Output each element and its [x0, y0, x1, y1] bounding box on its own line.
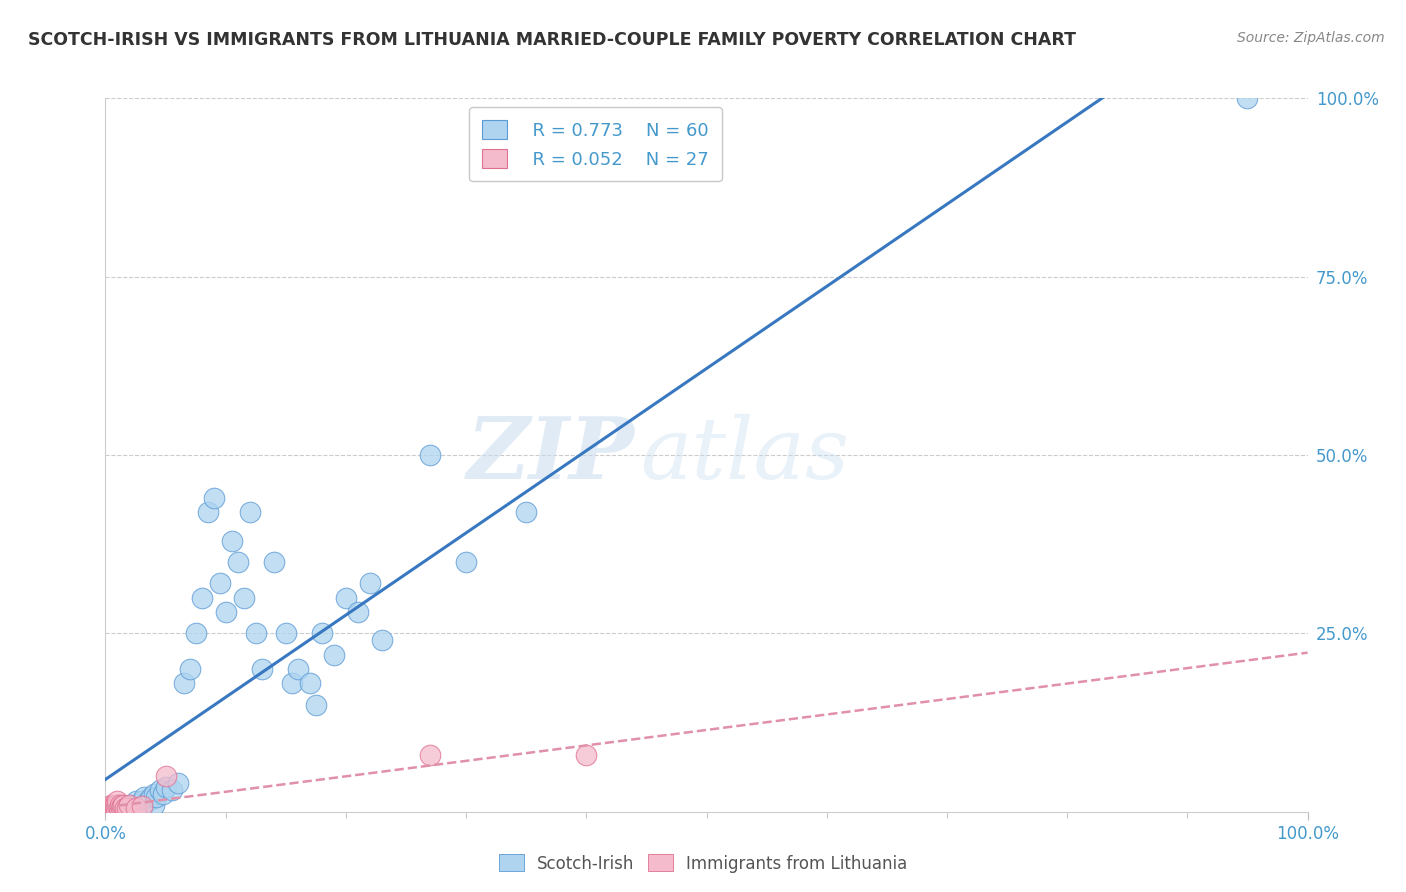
Point: [155, 769, 177, 783]
Point: [274, 626, 297, 640]
Point: [112, 801, 135, 815]
Point: [108, 801, 131, 815]
Point: [298, 676, 321, 690]
Point: [311, 626, 333, 640]
Point: [118, 801, 141, 815]
Point: [184, 626, 207, 640]
Point: [98, 801, 121, 815]
Point: [239, 505, 262, 519]
Point: [347, 605, 370, 619]
Point: [419, 448, 441, 462]
Legend:   R = 0.773    N = 60,   R = 0.052    N = 27: R = 0.773 N = 60, R = 0.052 N = 27: [470, 107, 721, 181]
Point: [148, 783, 170, 797]
Point: [101, 799, 124, 814]
Point: [575, 747, 598, 762]
Point: [1236, 91, 1258, 105]
Point: [197, 505, 219, 519]
Point: [107, 794, 129, 808]
Point: [124, 801, 146, 815]
Point: [160, 783, 183, 797]
Point: [142, 787, 165, 801]
Point: [190, 591, 212, 605]
Point: [145, 790, 167, 805]
Point: [105, 801, 128, 815]
Point: [166, 776, 188, 790]
Point: [136, 794, 159, 808]
Point: [221, 533, 243, 548]
Point: [305, 698, 328, 712]
Point: [118, 797, 141, 812]
Point: [110, 801, 132, 815]
Point: [208, 576, 231, 591]
Point: [335, 591, 357, 605]
Point: [100, 801, 122, 815]
Text: Source: ZipAtlas.com: Source: ZipAtlas.com: [1237, 31, 1385, 45]
Point: [118, 799, 141, 814]
Point: [131, 799, 153, 814]
Point: [105, 801, 128, 815]
Point: [322, 648, 344, 662]
Point: [359, 576, 381, 591]
Point: [131, 801, 153, 815]
Point: [132, 790, 155, 805]
Point: [114, 801, 136, 815]
Point: [152, 787, 174, 801]
Point: [98, 799, 121, 814]
Point: [131, 794, 153, 808]
Point: [155, 780, 177, 794]
Point: [98, 801, 121, 815]
Point: [214, 605, 236, 619]
Point: [419, 747, 441, 762]
Point: [107, 801, 129, 815]
Point: [287, 662, 309, 676]
Point: [124, 794, 146, 808]
Point: [124, 801, 146, 815]
Point: [107, 797, 129, 812]
Legend: Scotch-Irish, Immigrants from Lithuania: Scotch-Irish, Immigrants from Lithuania: [492, 847, 914, 880]
Point: [101, 801, 124, 815]
Point: [121, 797, 143, 812]
Point: [128, 797, 150, 812]
Point: [250, 662, 273, 676]
Point: [142, 797, 165, 812]
Text: SCOTCH-IRISH VS IMMIGRANTS FROM LITHUANIA MARRIED-COUPLE FAMILY POVERTY CORRELAT: SCOTCH-IRISH VS IMMIGRANTS FROM LITHUANI…: [28, 31, 1076, 49]
Point: [114, 801, 136, 815]
Point: [173, 676, 195, 690]
Point: [454, 555, 477, 569]
Point: [107, 797, 129, 812]
Point: [115, 801, 138, 815]
Text: ZIP: ZIP: [467, 413, 634, 497]
Point: [103, 801, 125, 815]
Point: [103, 801, 125, 815]
Point: [371, 633, 394, 648]
Point: [100, 797, 122, 812]
Point: [115, 801, 138, 815]
Text: atlas: atlas: [640, 414, 849, 496]
Point: [97, 801, 120, 815]
Point: [110, 801, 132, 815]
Point: [515, 505, 537, 519]
Point: [226, 555, 249, 569]
Point: [281, 676, 304, 690]
Point: [232, 591, 254, 605]
Point: [245, 626, 267, 640]
Point: [108, 797, 131, 812]
Point: [202, 491, 225, 505]
Point: [104, 801, 127, 815]
Point: [263, 555, 285, 569]
Point: [104, 801, 127, 815]
Point: [104, 797, 127, 812]
Point: [111, 799, 134, 814]
Point: [179, 662, 201, 676]
Point: [112, 797, 135, 812]
Point: [139, 790, 162, 805]
Point: [107, 801, 129, 815]
Point: [100, 801, 122, 815]
